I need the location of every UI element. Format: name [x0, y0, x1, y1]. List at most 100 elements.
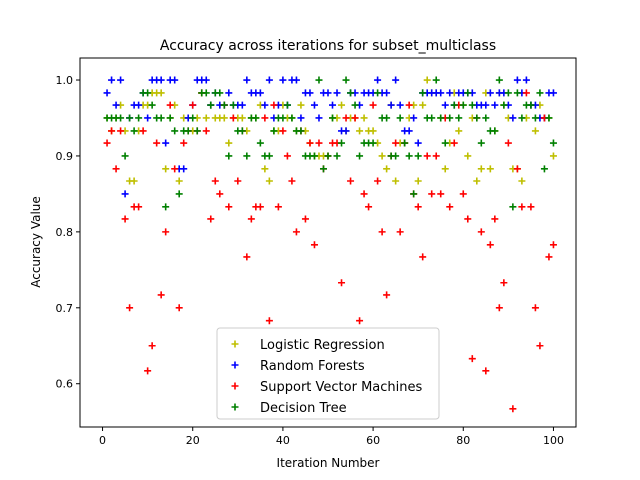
data-point: [432, 76, 440, 84]
data-point: [202, 76, 210, 84]
data-point: [549, 89, 557, 97]
data-point: [157, 89, 165, 97]
data-point: [531, 127, 539, 135]
data-point: [306, 89, 314, 97]
data-point: [301, 215, 309, 223]
x-tick-label: 60: [366, 434, 380, 447]
data-point: [446, 114, 454, 122]
data-point: [144, 367, 152, 375]
data-point: [486, 165, 494, 173]
data-point: [360, 190, 368, 198]
data-point: [193, 127, 201, 135]
data-point: [333, 152, 341, 160]
data-point: [455, 114, 463, 122]
data-point: [225, 139, 233, 147]
data-point: [419, 101, 427, 109]
data-point: [338, 101, 346, 109]
data-point: [342, 127, 350, 135]
data-point: [378, 228, 386, 236]
data-point: [288, 114, 296, 122]
data-point: [279, 76, 287, 84]
data-point: [531, 304, 539, 312]
data-point: [211, 177, 219, 185]
data-point: [252, 114, 260, 122]
data-point: [495, 76, 503, 84]
data-point: [144, 89, 152, 97]
data-point: [464, 89, 472, 97]
data-point: [144, 114, 152, 122]
data-point: [315, 76, 323, 84]
data-point: [392, 76, 400, 84]
legend-box: [216, 327, 440, 420]
data-point: [139, 127, 147, 135]
data-point: [495, 304, 503, 312]
data-point: [549, 241, 557, 249]
data-point: [162, 139, 170, 147]
data-layer: [103, 76, 557, 413]
data-point: [369, 101, 377, 109]
data-point: [360, 114, 368, 122]
data-point: [310, 101, 318, 109]
data-point: [112, 165, 120, 173]
y-tick-label: 0.9: [56, 150, 74, 163]
data-point: [238, 127, 246, 135]
data-point: [261, 165, 269, 173]
data-point: [392, 152, 400, 160]
data-point: [315, 139, 323, 147]
data-point: [261, 101, 269, 109]
data-point: [148, 342, 156, 350]
data-point: [329, 114, 337, 122]
x-axis-label: Iteration Number: [277, 456, 380, 470]
x-tick-label: 80: [456, 434, 470, 447]
data-point: [482, 367, 490, 375]
data-point: [238, 114, 246, 122]
data-point: [414, 152, 422, 160]
data-point: [414, 177, 422, 185]
legend-marker: [231, 361, 239, 369]
data-point: [513, 76, 521, 84]
data-point: [509, 114, 517, 122]
data-point: [202, 114, 210, 122]
data-point: [468, 355, 476, 363]
data-point: [536, 89, 544, 97]
data-point: [121, 152, 129, 160]
data-point: [414, 203, 422, 211]
data-point: [297, 101, 305, 109]
data-point: [108, 127, 116, 135]
data-point: [500, 279, 508, 287]
data-point: [437, 190, 445, 198]
y-tick-label: 0.8: [56, 226, 74, 239]
data-point: [423, 76, 431, 84]
data-point: [315, 114, 323, 122]
data-point: [464, 152, 472, 160]
data-point: [428, 114, 436, 122]
data-point: [180, 165, 188, 173]
data-point: [225, 152, 233, 160]
data-point: [432, 152, 440, 160]
data-point: [157, 76, 165, 84]
data-point: [527, 101, 535, 109]
data-point: [441, 139, 449, 147]
data-point: [310, 152, 318, 160]
data-point: [365, 203, 373, 211]
data-point: [171, 165, 179, 173]
data-point: [207, 101, 215, 109]
legend-marker: [231, 403, 239, 411]
data-point: [225, 203, 233, 211]
data-point: [549, 139, 557, 147]
data-point: [229, 114, 237, 122]
data-point: [261, 114, 269, 122]
data-point: [477, 165, 485, 173]
data-point: [121, 190, 129, 198]
data-point: [247, 215, 255, 223]
data-point: [410, 114, 418, 122]
data-point: [135, 101, 143, 109]
data-point: [162, 228, 170, 236]
data-point: [324, 89, 332, 97]
data-point: [441, 165, 449, 173]
data-point: [477, 228, 485, 236]
legend-marker: [231, 340, 239, 348]
data-point: [234, 177, 242, 185]
data-point: [243, 253, 251, 261]
data-point: [356, 317, 364, 325]
